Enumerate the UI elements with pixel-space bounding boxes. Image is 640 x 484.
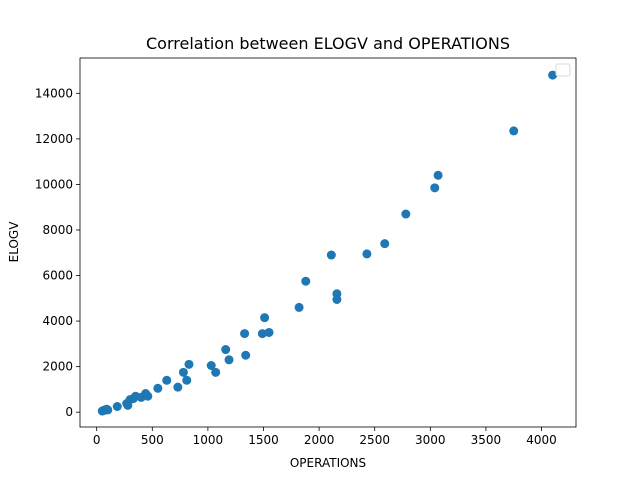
data-point (362, 249, 372, 259)
data-point (260, 313, 270, 323)
x-tick-label: 3500 (471, 433, 502, 447)
chart-title: Correlation between ELOGV and OPERATIONS (146, 34, 510, 53)
data-point (326, 250, 336, 260)
x-tick-label: 4000 (526, 433, 557, 447)
x-tick-label: 2000 (304, 433, 335, 447)
x-tick-label: 1000 (193, 433, 224, 447)
data-point (143, 391, 153, 401)
data-point (153, 383, 163, 393)
data-point (178, 367, 188, 377)
y-tick-label: 8000 (42, 223, 73, 237)
y-tick-label: 6000 (42, 269, 73, 283)
data-point (257, 329, 267, 339)
data-point (182, 375, 192, 385)
data-point (264, 327, 274, 337)
data-point (206, 361, 216, 370)
x-axis-label: OPERATIONS (290, 456, 366, 470)
data-point (103, 405, 113, 415)
x-tick-label: 0 (93, 433, 101, 447)
data-point (430, 183, 440, 193)
data-point (221, 345, 231, 355)
data-point (184, 359, 194, 369)
data-point (380, 239, 390, 249)
y-axis: 0 2000 4000 6000 8000 10000 12000 14000 (35, 86, 80, 419)
x-tick-label: 500 (141, 433, 164, 447)
y-tick-label: 0 (65, 405, 73, 419)
plot-area (97, 70, 558, 416)
data-point (509, 126, 519, 136)
y-tick-label: 4000 (42, 314, 73, 328)
data-point (173, 382, 183, 392)
data-point (433, 170, 443, 180)
legend-box (555, 63, 571, 77)
y-tick-label: 14000 (35, 86, 73, 100)
data-point (401, 209, 411, 219)
data-point (548, 70, 558, 80)
data-point (301, 276, 311, 286)
y-tick-label: 10000 (35, 177, 73, 191)
y-tick-label: 2000 (42, 360, 73, 374)
data-point (162, 375, 172, 385)
y-tick-label: 12000 (35, 132, 73, 146)
data-point (240, 329, 250, 339)
x-axis: 0 500 1000 1500 2000 2500 3000 3500 4000 (93, 427, 557, 447)
plot-frame (79, 57, 577, 428)
data-point (332, 289, 342, 299)
data-point (241, 350, 251, 360)
data-point (112, 402, 122, 411)
data-point (294, 302, 304, 312)
data-point (224, 355, 234, 365)
y-axis-label: ELOGV (7, 221, 21, 263)
x-tick-label: 1500 (248, 433, 279, 447)
x-tick-label: 3000 (415, 433, 446, 447)
data-point (211, 367, 221, 377)
x-tick-label: 2500 (359, 433, 390, 447)
